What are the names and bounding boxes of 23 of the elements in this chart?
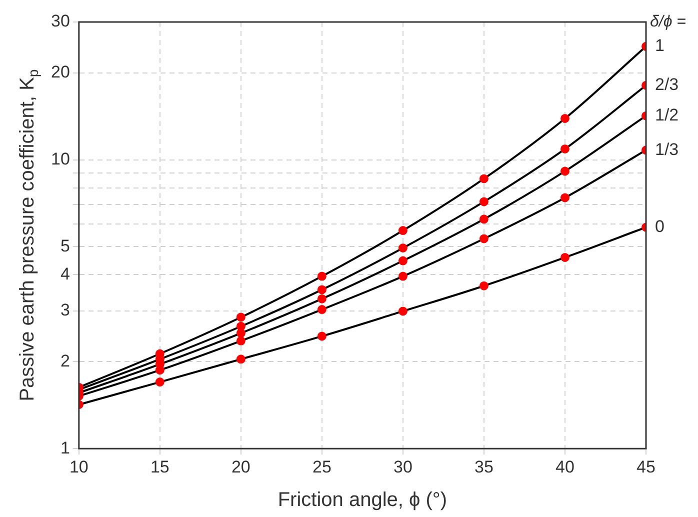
x-tick-label: 25 [312,457,332,476]
y-tick-label: 30 [50,12,70,31]
series-label: 1 [655,36,664,56]
series-label: 1/2 [655,106,679,124]
x-tick-label: 15 [150,457,170,476]
series-label: 1/3 [655,140,679,159]
y-tick-label: 4 [60,264,70,284]
y-tick-label: 1 [60,438,70,458]
legend-title: δ/ϕ = [650,13,686,30]
x-tick-label: 20 [231,457,250,476]
series-label: 0 [655,216,664,236]
y-tick-label: 3 [60,300,70,320]
y-tick-label: 5 [60,236,70,256]
y-tick-label: 2 [60,351,70,370]
x-tick-label: 35 [474,457,494,476]
x-tick-label: 45 [636,457,656,476]
x-axis-title: Friction angle, ϕ (°) [278,489,448,512]
y-tick-label: 10 [50,149,70,168]
x-tick-label: 30 [394,457,412,476]
y-tick-label: 20 [50,62,70,82]
y-axis-title: Passive earth pressure coefficient, Kp [16,69,41,402]
x-tick-label: 40 [556,457,574,476]
series-label: 2/3 [655,75,679,94]
